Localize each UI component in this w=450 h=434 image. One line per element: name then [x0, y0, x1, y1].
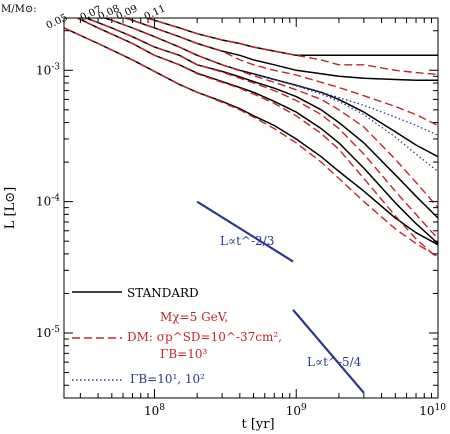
- legend-standard-label: STANDARD: [127, 286, 199, 300]
- mass-label-3: 0.09: [115, 3, 140, 22]
- series-standard-4: [122, 18, 438, 81]
- annotation-slope-5-4: L∝t^-5/4: [307, 355, 362, 369]
- slope-guide-line-0: [196, 200, 294, 263]
- series-dm-11: [144, 18, 438, 76]
- series-dm-8: [84, 18, 438, 240]
- y-axis-label: L [L⊙]: [3, 187, 18, 229]
- y-tick-label-0: 10-5: [36, 325, 60, 340]
- annotation-slope-2-3: L∝t^-2/3: [220, 234, 274, 248]
- legend-dm-label-2: DM: σp^SD=10^-37cm²,: [127, 330, 282, 344]
- legend-dm-label-3: ΓB=10³: [160, 347, 207, 361]
- series-standard-2: [84, 18, 438, 219]
- axis-ticks: [64, 18, 439, 398]
- curves-group: [64, 18, 438, 259]
- x-tick-label-1: 109: [286, 403, 307, 418]
- series-dm-6: [64, 27, 438, 258]
- series-dotted-13: [253, 73, 438, 136]
- series-dm-7: [75, 18, 438, 259]
- axis-tick-labels: 108 109 1010 10-5 10-4 10-3: [36, 62, 446, 418]
- y-tick-label-2: 10-3: [36, 62, 60, 77]
- slope-guides: [196, 200, 365, 394]
- mass-labels: 0.05 0.07 0.08 0.09 0.11: [45, 3, 168, 31]
- series-dm-9: [102, 18, 438, 209]
- x-axis-label: t [yr]: [241, 417, 274, 432]
- series-standard-1: [75, 18, 438, 245]
- slope-guide-line-1: [292, 309, 365, 394]
- legend: STANDARD Mχ=5 GeV, DM: σp^SD=10^-37cm², …: [72, 286, 282, 386]
- x-tick-label-2: 1010: [419, 403, 446, 418]
- x-tick-label-0: 108: [144, 403, 165, 418]
- series-dm-10: [123, 18, 438, 127]
- mass-header: M/M⊙:: [1, 4, 37, 15]
- series-standard-0: [64, 27, 438, 246]
- legend-dotted-label: ΓB=10¹, 10²: [130, 372, 205, 386]
- y-tick-label-1: 10-4: [36, 194, 60, 209]
- legend-dm-label-1: Mχ=5 GeV,: [160, 310, 228, 324]
